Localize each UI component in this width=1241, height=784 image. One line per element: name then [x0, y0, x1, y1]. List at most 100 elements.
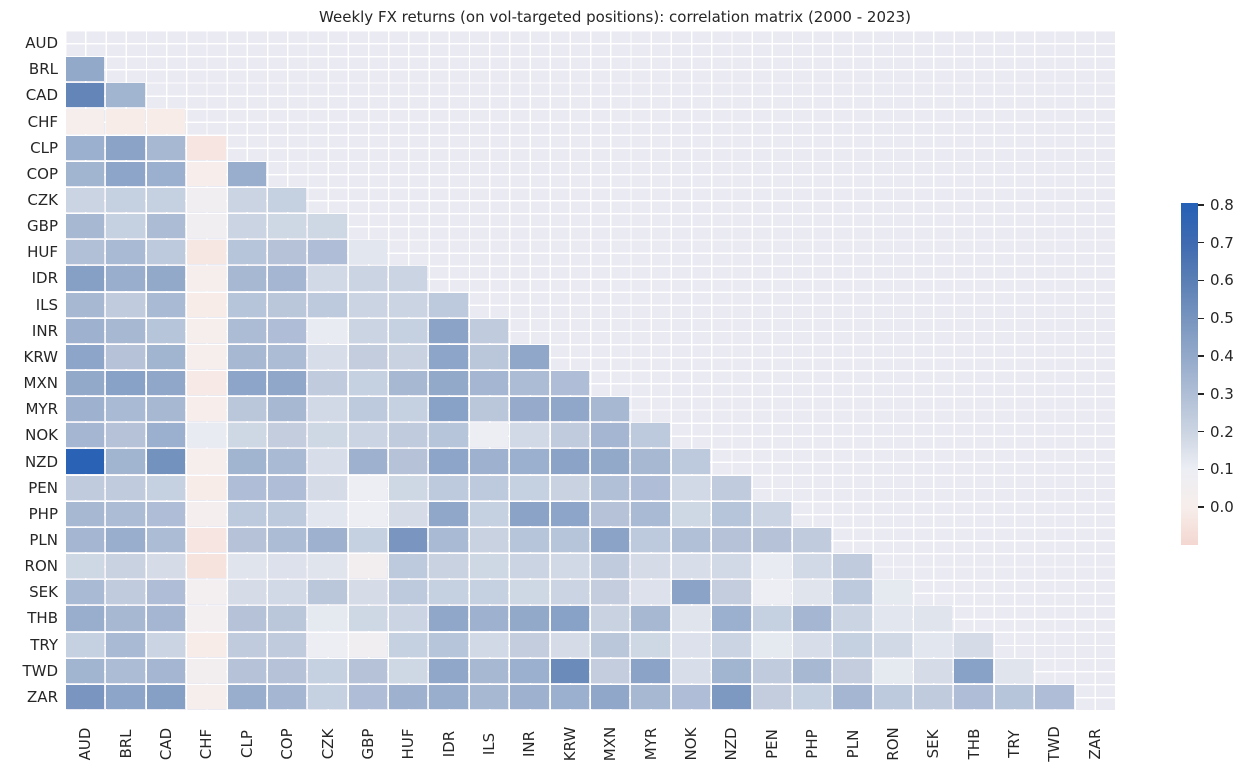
- heatmap-cell: [187, 658, 226, 683]
- heatmap-cell: [591, 397, 630, 422]
- heatmap-cell: [873, 632, 913, 657]
- heatmap-cell: [267, 449, 307, 474]
- heatmap-cell: [792, 527, 832, 553]
- heatmap-cell: [550, 501, 589, 526]
- heatmap-cell: [146, 135, 186, 160]
- y-tick-label: RON: [24, 557, 58, 576]
- colorbar-tick-mark: [1198, 506, 1204, 508]
- y-tick-label: KRW: [23, 347, 58, 366]
- heatmap-cell: [631, 449, 670, 474]
- heatmap-cell: [469, 554, 509, 579]
- heatmap-cell: [389, 292, 428, 317]
- heatmap-cell: [389, 423, 428, 448]
- heatmap-cell: [712, 632, 751, 657]
- heatmap-cell: [146, 109, 186, 134]
- heatmap-cell: [66, 109, 105, 134]
- colorbar-tick-label: 0.3: [1210, 384, 1234, 403]
- heatmap-cell: [227, 371, 266, 396]
- heatmap-cell: [348, 240, 388, 265]
- heatmap-cell: [631, 580, 670, 605]
- x-tick-label: THB: [964, 728, 983, 760]
- heatmap-cell: [631, 501, 670, 526]
- heatmap-cell: [429, 371, 468, 396]
- heatmap-cell: [631, 658, 670, 683]
- y-tick-label: INR: [31, 321, 58, 340]
- heatmap-cell: [389, 475, 428, 500]
- heatmap-cell: [187, 240, 226, 265]
- x-tick-label: IDR: [439, 730, 458, 758]
- heatmap-cell: [792, 684, 832, 709]
- heatmap-cell: [227, 501, 266, 526]
- heatmap-cell: [187, 266, 226, 291]
- heatmap-cell: [106, 397, 145, 422]
- heatmap-cell: [146, 606, 186, 631]
- y-tick-label: COP: [26, 164, 58, 183]
- heatmap-cell: [792, 658, 832, 683]
- heatmap-cell: [146, 344, 186, 369]
- heatmap-cell: [389, 344, 428, 369]
- heatmap-cell: [187, 344, 226, 369]
- heatmap-cell: [631, 554, 670, 579]
- heatmap-cell: [227, 554, 266, 579]
- heatmap-cell: [106, 214, 145, 239]
- heatmap-cell: [348, 266, 388, 291]
- heatmap-cell: [631, 423, 670, 448]
- heatmap-cell: [631, 632, 670, 657]
- heatmap-cell: [227, 449, 266, 474]
- heatmap-cell: [66, 83, 105, 108]
- y-tick-label: HUF: [27, 243, 58, 262]
- heatmap-cell: [510, 527, 549, 553]
- heatmap-cell: [954, 658, 993, 683]
- heatmap-cell: [66, 606, 105, 631]
- heatmap-cell: [227, 344, 266, 369]
- heatmap-cell: [389, 527, 428, 553]
- heatmap-cell: [267, 397, 307, 422]
- heatmap-cell: [752, 501, 791, 526]
- heatmap-cell: [227, 187, 266, 213]
- x-tick-label: CZK: [318, 728, 337, 760]
- heatmap-cell: [994, 684, 1034, 709]
- heatmap-cell: [429, 292, 468, 317]
- heatmap-cell: [752, 554, 791, 579]
- heatmap-cell: [146, 449, 186, 474]
- heatmap-cell: [308, 658, 347, 683]
- heatmap-cell: [187, 580, 226, 605]
- y-tick-label: CZK: [27, 191, 58, 209]
- heatmap-cell: [308, 449, 347, 474]
- heatmap-cell: [954, 632, 993, 657]
- heatmap-cell: [348, 632, 388, 657]
- y-tick-label: TRY: [30, 635, 58, 654]
- colorbar-tick-label: 0.2: [1210, 422, 1234, 441]
- heatmap-cell: [348, 292, 388, 317]
- heatmap-cell: [712, 658, 751, 683]
- y-tick-label: ILS: [35, 295, 58, 314]
- heatmap-cell: [429, 606, 468, 631]
- heatmap-cell: [752, 632, 791, 657]
- y-tick-label: CAD: [25, 86, 58, 105]
- heatmap-cell: [1035, 684, 1074, 709]
- colorbar-tick-mark: [1198, 241, 1204, 244]
- heatmap-cell: [389, 371, 428, 396]
- heatmap-cell: [146, 423, 186, 448]
- heatmap-cell: [752, 527, 791, 553]
- heatmap-cell: [187, 606, 226, 631]
- heatmap-cell: [792, 580, 832, 605]
- heatmap-cell: [106, 606, 145, 631]
- heatmap-cell: [348, 684, 388, 709]
- heatmap-cell: [146, 187, 186, 213]
- heatmap-cell: [106, 475, 145, 500]
- heatmap-cell: [348, 501, 388, 526]
- heatmap-cell: [712, 684, 751, 709]
- heatmap-cell: [348, 475, 388, 500]
- heatmap-cell: [66, 318, 105, 343]
- heatmap-cell: [146, 397, 186, 422]
- heatmap-cell: [389, 318, 428, 343]
- heatmap-cell: [591, 501, 630, 526]
- heatmap-cell: [591, 580, 630, 605]
- heatmap-cell: [510, 344, 549, 369]
- heatmap-cell: [308, 344, 347, 369]
- heatmap-cell: [187, 397, 226, 422]
- heatmap-cell: [267, 344, 307, 369]
- heatmap-cell: [712, 554, 751, 579]
- heatmap-cell: [833, 606, 872, 631]
